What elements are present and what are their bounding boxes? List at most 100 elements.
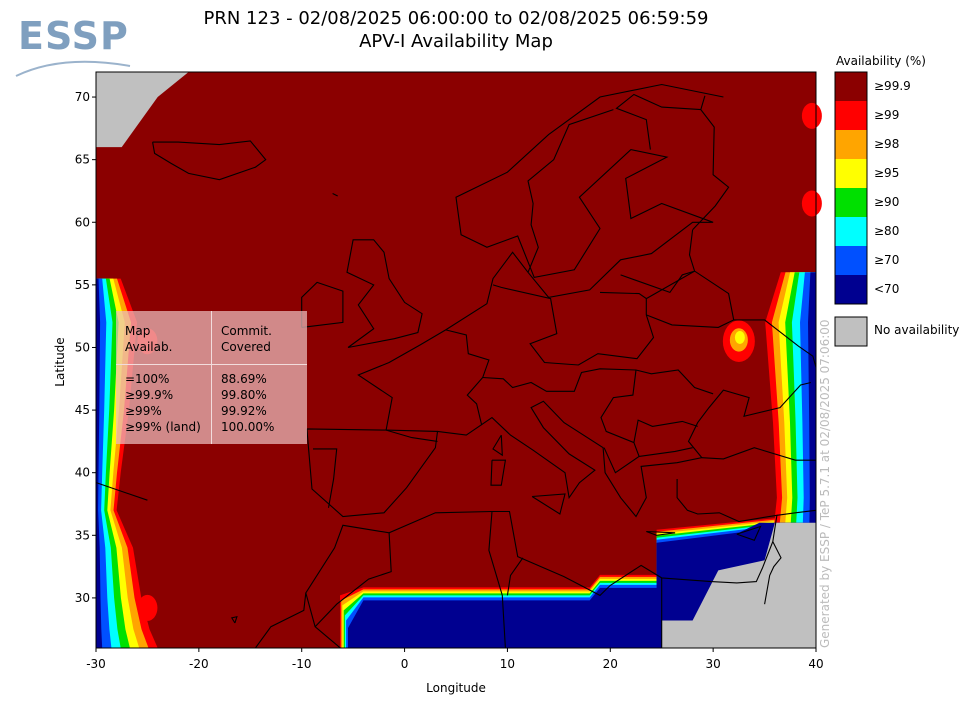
x-tick-label: 10 bbox=[500, 657, 515, 671]
iberia-coastline bbox=[306, 428, 439, 518]
legend-swatch bbox=[835, 275, 867, 304]
no-availability-southeast bbox=[661, 522, 816, 648]
stats-covered: 100.00% bbox=[221, 420, 275, 434]
ukraine-patch bbox=[734, 330, 745, 344]
stats-threshold: ≥99% bbox=[125, 404, 162, 418]
balkan-border-1 bbox=[600, 369, 640, 474]
sardinia-coastline bbox=[490, 459, 507, 486]
legend-label: ≥90 bbox=[874, 195, 900, 209]
generated-by-credit: Generated by ESSP / TeP 5.7.1 at 02/08/2… bbox=[818, 319, 832, 648]
norway-sweden-border bbox=[527, 109, 614, 273]
y-tick-label: 40 bbox=[75, 466, 90, 480]
y-tick-label: 50 bbox=[75, 340, 90, 354]
north-africa-coastline bbox=[254, 479, 778, 648]
west-edge-band bbox=[96, 278, 112, 648]
pyrenees-border bbox=[385, 429, 438, 442]
x-axis-label: Longitude bbox=[426, 681, 486, 695]
legend-swatch bbox=[835, 72, 867, 101]
stats-header-availability: Map Availab. bbox=[125, 324, 173, 354]
x-tick-label: 0 bbox=[401, 657, 409, 671]
turkey-syria-border bbox=[776, 509, 816, 516]
legend-swatch bbox=[835, 246, 867, 275]
legend-label: ≥95 bbox=[874, 166, 900, 180]
y-tick-label: 55 bbox=[75, 278, 90, 292]
crete-coastline bbox=[646, 530, 676, 536]
southeast-low-zone bbox=[594, 522, 816, 621]
iceland-coastline bbox=[152, 140, 267, 181]
x-tick-label: 30 bbox=[706, 657, 721, 671]
bulgaria-romania-border bbox=[633, 419, 698, 443]
chart-subtitle: APV-I Availability Map bbox=[359, 31, 553, 52]
finland-sweden-border bbox=[615, 93, 701, 150]
faroe-islands bbox=[332, 193, 338, 197]
coverage-stats-table: Map Availab. Commit. Covered =100% 88.69… bbox=[116, 311, 307, 444]
legend-swatch-no-availability bbox=[834, 316, 868, 347]
west-edge-band bbox=[96, 278, 103, 648]
legend-label: ≥70 bbox=[874, 253, 900, 267]
y-tick-label: 65 bbox=[75, 153, 90, 167]
great-britain-coastline bbox=[346, 239, 423, 349]
stats-covered: 99.80% bbox=[221, 388, 267, 402]
stats-threshold: ≥99% (land) bbox=[125, 420, 201, 434]
legend-label: ≥99.9 bbox=[874, 79, 911, 93]
black-sea-south-coastline bbox=[701, 447, 816, 461]
y-tick-label: 60 bbox=[75, 215, 90, 229]
ireland-coastline bbox=[301, 281, 344, 328]
libya-tunisia-border bbox=[506, 557, 524, 596]
stats-threshold: ≥99.9% bbox=[125, 388, 174, 402]
x-tick-label: -20 bbox=[189, 657, 209, 671]
northeast-patch bbox=[801, 190, 822, 217]
sicily-coastline bbox=[531, 493, 566, 515]
atlantic-patch bbox=[137, 594, 158, 621]
legend-title: Availability (%) bbox=[836, 54, 926, 68]
canary-islands bbox=[230, 615, 238, 624]
legend-frame bbox=[834, 71, 868, 305]
y-tick-label: 35 bbox=[75, 528, 90, 542]
poland-germany-border bbox=[492, 284, 655, 366]
legend-swatch bbox=[835, 101, 867, 130]
essp-logo: ESSP bbox=[12, 14, 132, 80]
cyprus-coastline bbox=[736, 525, 762, 541]
y-axis-label: Latitude bbox=[53, 337, 67, 386]
belarus-border bbox=[646, 270, 735, 321]
northeast-patch bbox=[801, 102, 822, 129]
x-tick-label: -30 bbox=[86, 657, 106, 671]
x-tick-label: 40 bbox=[808, 657, 823, 671]
stats-threshold: =100% bbox=[125, 372, 170, 386]
legend-label: ≥98 bbox=[874, 137, 900, 151]
y-tick-label: 70 bbox=[75, 90, 90, 104]
stats-covered: 99.92% bbox=[221, 404, 267, 418]
tunisia-algeria-border bbox=[488, 511, 506, 648]
chart-title: PRN 123 - 02/08/2025 06:00:00 to 02/08/2… bbox=[203, 8, 709, 29]
mediterranean-coastline bbox=[437, 381, 812, 518]
belarus-ukraine-border bbox=[646, 314, 816, 368]
azores bbox=[96, 481, 148, 501]
x-tick-label: 20 bbox=[603, 657, 618, 671]
levant-border bbox=[764, 541, 782, 605]
legend-swatch bbox=[835, 217, 867, 246]
legend-label: ≥80 bbox=[874, 224, 900, 238]
central-europe-border-1 bbox=[482, 368, 714, 395]
y-tick-label: 30 bbox=[75, 591, 90, 605]
logo-swoosh bbox=[15, 60, 131, 77]
x-tick-label: -10 bbox=[292, 657, 312, 671]
france-east-border bbox=[445, 329, 490, 426]
greece-bulgaria-border bbox=[639, 447, 693, 457]
legend-label: <70 bbox=[874, 282, 900, 296]
stats-header-covered: Commit. Covered bbox=[221, 324, 272, 354]
legend-swatch bbox=[835, 130, 867, 159]
legend-swatch bbox=[835, 159, 867, 188]
logo-text: ESSP bbox=[18, 14, 129, 58]
corsica-coastline bbox=[492, 434, 503, 457]
morocco-border bbox=[305, 592, 342, 648]
legend-swatch bbox=[835, 188, 867, 217]
stats-covered: 88.69% bbox=[221, 372, 267, 386]
north-europe-coastline bbox=[357, 83, 724, 431]
portugal-spain-border bbox=[313, 448, 338, 508]
plot-frame bbox=[95, 71, 817, 649]
legend-label: ≥99 bbox=[874, 108, 900, 122]
no-availability-northwest bbox=[96, 72, 189, 148]
legend-label-no-availability: No availability bbox=[874, 323, 960, 337]
y-tick-label: 45 bbox=[75, 403, 90, 417]
